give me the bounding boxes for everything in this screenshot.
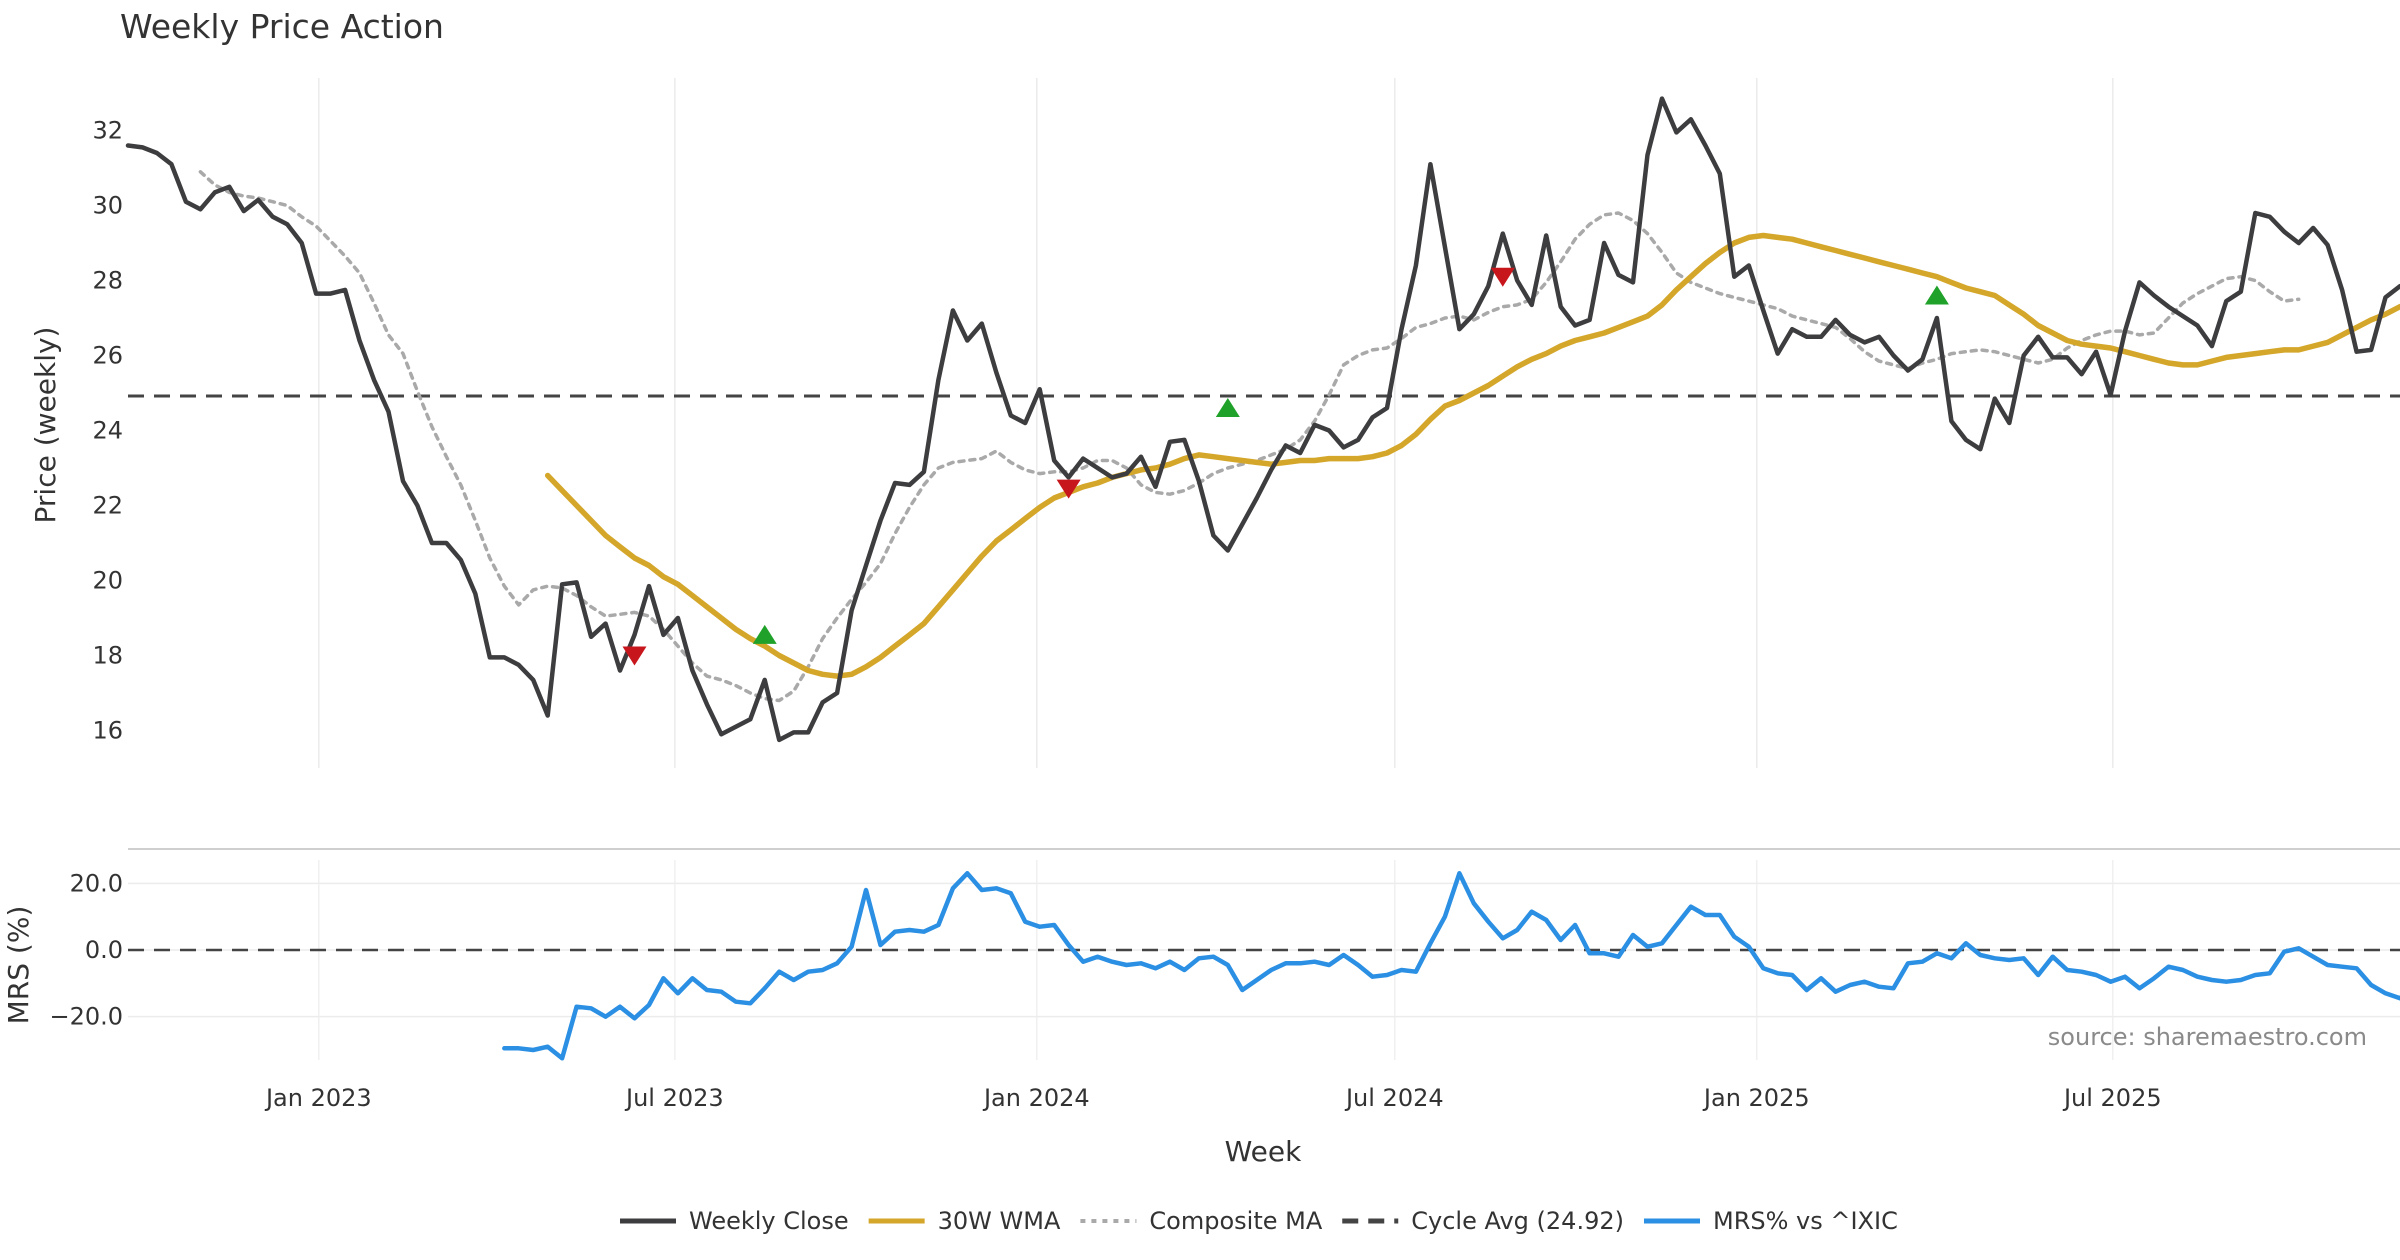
legend-label: Composite MA — [1149, 1207, 1322, 1235]
legend-label: Weekly Close — [689, 1207, 849, 1235]
mrs-y-tick-label: 20.0 — [70, 869, 123, 897]
price-y-tick-label: 28 — [92, 267, 123, 295]
signal-markers — [622, 267, 1949, 666]
legend: Weekly Close 30W WMA Composite MA Cycle Avg… — [620, 1207, 1898, 1235]
source-label: source: sharemaestro.com — [2048, 1023, 2367, 1051]
legend-label: Cycle Avg (24.92) — [1411, 1207, 1624, 1235]
price-y-tick-label: 22 — [92, 492, 123, 520]
x-tick-label: Jul 2025 — [2062, 1084, 2162, 1112]
sell-signal-marker — [622, 646, 647, 666]
buy-signal-marker — [1924, 285, 1949, 305]
price-series — [125, 96, 2400, 743]
weekly-close-line — [125, 96, 2400, 743]
sell-signal-marker — [1056, 479, 1081, 499]
price-y-tick-label: 30 — [92, 192, 123, 220]
x-tick-label: Jul 2023 — [624, 1084, 724, 1112]
x-axis-title: Week — [1225, 1135, 1302, 1168]
buy-signal-marker — [1215, 398, 1240, 417]
chart-title: Weekly Price Action — [120, 7, 444, 46]
x-ticks: Jan 2023 Jul 2023 Jan 2024 Jul 2024 Jan 2025… — [264, 1084, 2162, 1112]
price-y-tick-label: 16 — [92, 717, 123, 745]
price-y-tick-label: 24 — [92, 417, 123, 445]
mrs-line — [502, 871, 2400, 1061]
wma-30w-line — [544, 232, 2400, 679]
x-tick-label: Jan 2025 — [1702, 1084, 1810, 1112]
mrs-y-tick-label: 0.0 — [85, 936, 123, 964]
legend-label: 30W WMA — [938, 1207, 1061, 1235]
price-y-tick-label: 20 — [92, 567, 123, 595]
x-tick-label: Jan 2023 — [264, 1084, 372, 1112]
mrs-series — [128, 871, 2400, 1061]
mrs-y-ticks: 20.0 0.0 −20.0 — [49, 869, 123, 1030]
price-y-tick-label: 18 — [92, 642, 123, 670]
price-axis-title: Price (weekly) — [29, 327, 62, 524]
legend-label: MRS% vs ^IXIC — [1713, 1207, 1898, 1235]
x-tick-label: Jul 2024 — [1344, 1084, 1444, 1112]
buy-signal-marker — [752, 624, 777, 644]
price-y-tick-label: 32 — [92, 117, 123, 145]
mrs-axis-title: MRS (%) — [2, 906, 35, 1025]
price-y-tick-label: 26 — [92, 342, 123, 370]
mrs-y-tick-label: −20.0 — [49, 1003, 123, 1031]
price-grid — [318, 78, 2114, 768]
x-tick-label: Jan 2024 — [982, 1084, 1090, 1112]
sell-signal-marker — [1490, 267, 1515, 287]
price-y-ticks: 16 18 20 22 24 26 28 30 32 — [92, 117, 123, 745]
